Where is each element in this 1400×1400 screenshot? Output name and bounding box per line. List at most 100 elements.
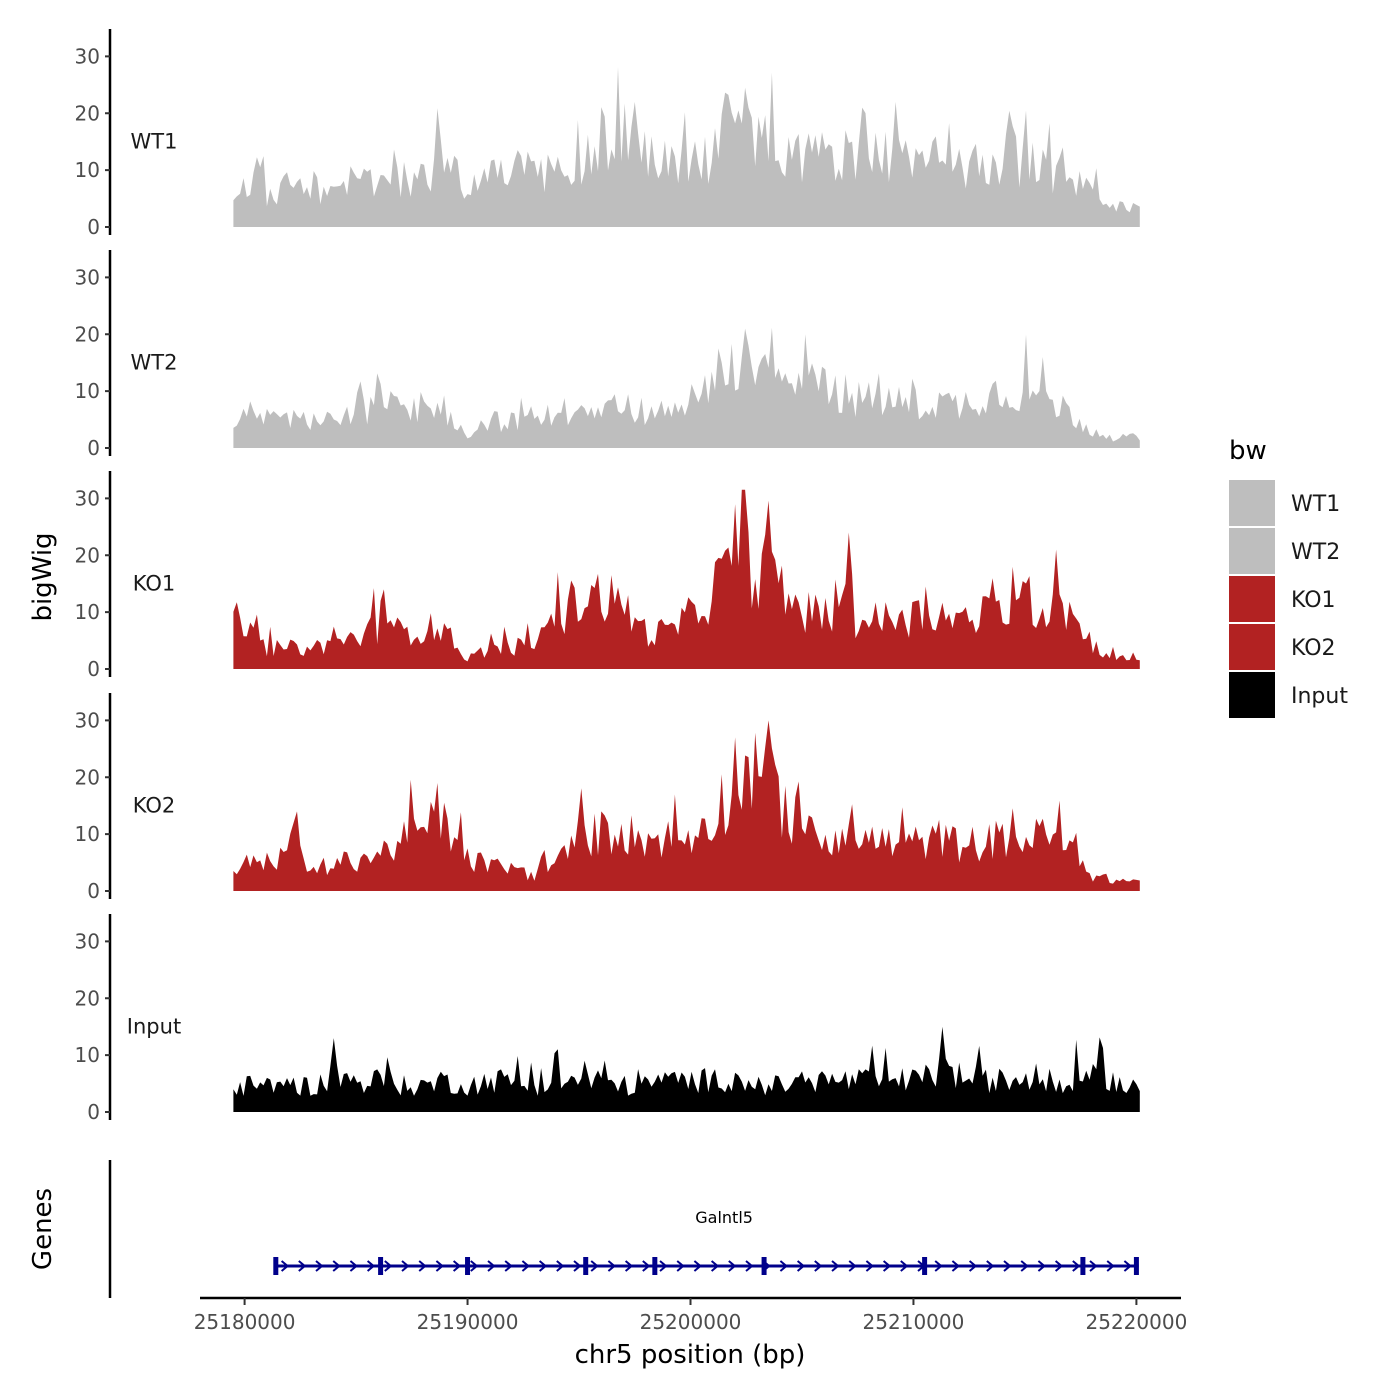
strand-arrow	[298, 1260, 307, 1272]
strand-arrow	[470, 1260, 479, 1272]
legend-key-wt2	[1229, 528, 1275, 574]
signal-tracks: 0 10 20 30 WT1 0 10 20 30 WT2 0 10 20 30 KO1 0 10 20 30 KO2…	[75, 29, 1140, 1124]
track-ko1: 0 10 20 30 KO1	[75, 471, 1140, 681]
strand-arrow	[848, 1260, 857, 1272]
track-wt2: 0 10 20 30 WT2	[75, 250, 1140, 460]
strand-arrow	[538, 1260, 548, 1272]
strand-arrow	[710, 1260, 720, 1272]
legend-label: KO2	[1291, 636, 1336, 661]
strand-arrow	[796, 1260, 806, 1272]
strand-arrow	[607, 1260, 616, 1272]
y-tick-label: 30	[75, 486, 100, 510]
strand-arrow	[521, 1260, 530, 1272]
strand-arrow	[573, 1260, 582, 1272]
legend-key-wt1	[1229, 480, 1275, 526]
y-tick-label: 10	[75, 1043, 100, 1067]
strand-arrow	[1072, 1260, 1081, 1272]
area-wt1	[233, 67, 1140, 227]
strand-arrow	[779, 1260, 788, 1272]
track-input: 0 10 20 30 Input	[75, 914, 1140, 1124]
strand-arrow	[1089, 1260, 1098, 1272]
strand-arrow	[1020, 1260, 1029, 1272]
gene-name-label: Galntl5	[695, 1208, 753, 1227]
strand-arrow	[418, 1260, 427, 1272]
y-tick-label: 0	[87, 1100, 100, 1124]
strand-arrow	[504, 1260, 513, 1272]
strand-arrow	[745, 1260, 754, 1272]
strand-arrow	[676, 1260, 685, 1272]
track-label: WT1	[131, 130, 178, 154]
strand-arrow	[814, 1260, 823, 1272]
legend-label: WT2	[1291, 540, 1340, 565]
x-tick-label: 25190000	[417, 1310, 519, 1334]
strand-arrow	[332, 1260, 341, 1272]
strand-arrow	[1054, 1260, 1064, 1272]
gene-exon	[761, 1257, 767, 1275]
legend: bw WT1 WT2 KO1 KO2 Input	[1229, 436, 1348, 718]
gene-exon	[273, 1257, 279, 1275]
strand-arrow	[968, 1260, 978, 1272]
x-tick-label: 25210000	[863, 1310, 965, 1334]
strand-arrow	[831, 1260, 840, 1272]
strand-arrow	[728, 1260, 737, 1272]
strand-arrow	[590, 1260, 599, 1272]
strand-arrow	[435, 1260, 444, 1272]
strand-arrow	[349, 1260, 358, 1272]
strand-arrow	[951, 1260, 960, 1272]
x-axis: 25180000 25190000 25200000 25210000 25220000	[194, 1296, 1188, 1334]
legend-title: bw	[1229, 436, 1267, 466]
strand-arrow	[986, 1260, 995, 1272]
gene-exon	[378, 1257, 384, 1275]
y-tick-label: 10	[75, 822, 100, 846]
strand-arrow	[280, 1260, 290, 1272]
y-tick-label: 20	[75, 101, 100, 125]
legend-key-ko1	[1229, 576, 1275, 622]
y-tick-label: 30	[75, 929, 100, 953]
strand-arrow	[401, 1260, 410, 1272]
strand-arrow	[315, 1260, 324, 1272]
strand-arrow	[452, 1260, 462, 1272]
strand-arrow	[487, 1260, 496, 1272]
strand-arrow	[865, 1260, 874, 1272]
strand-arrow	[1123, 1260, 1132, 1272]
legend-label: WT1	[1291, 492, 1340, 517]
y-tick-label: 30	[75, 265, 100, 289]
strand-arrow	[882, 1260, 892, 1272]
y-tick-label: 10	[75, 600, 100, 624]
strand-arrow	[900, 1260, 909, 1272]
gene-exon	[652, 1257, 658, 1275]
gene-exon	[1133, 1257, 1139, 1275]
gene-panel: Galntl5	[108, 1160, 1139, 1298]
y-axis-title: bigWig	[28, 532, 58, 621]
area-wt2	[233, 327, 1140, 448]
x-tick-label: 25200000	[640, 1310, 742, 1334]
y-tick-label: 0	[87, 657, 100, 681]
gene-exon	[583, 1257, 589, 1275]
strand-arrow	[642, 1260, 651, 1272]
gene-exon	[465, 1257, 471, 1275]
y-tick-label: 0	[87, 879, 100, 903]
track-ko2: 0 10 20 30 KO2	[75, 693, 1140, 903]
strand-arrow	[556, 1260, 565, 1272]
y-tick-label: 10	[75, 158, 100, 182]
strand-arrow	[934, 1260, 943, 1272]
area-input	[233, 1026, 1140, 1112]
track-label: KO2	[133, 794, 176, 818]
y-tick-label: 30	[75, 708, 100, 732]
x-tick-label: 25180000	[194, 1310, 296, 1334]
strand-arrow	[624, 1260, 634, 1272]
y-tick-label: 20	[75, 986, 100, 1010]
strand-arrow	[693, 1260, 702, 1272]
x-tick-label: 25220000	[1086, 1310, 1188, 1334]
y-tick-label: 20	[75, 765, 100, 789]
y-tick-label: 20	[75, 543, 100, 567]
strand-arrow	[659, 1260, 668, 1272]
y-tick-label: 10	[75, 379, 100, 403]
y-tick-label: 0	[87, 215, 100, 239]
strand-arrow	[1003, 1260, 1012, 1272]
legend-label: Input	[1291, 684, 1348, 709]
x-axis-title: chr5 position (bp)	[575, 1340, 806, 1370]
strand-arrow	[366, 1260, 376, 1272]
track-label: WT2	[131, 351, 178, 375]
